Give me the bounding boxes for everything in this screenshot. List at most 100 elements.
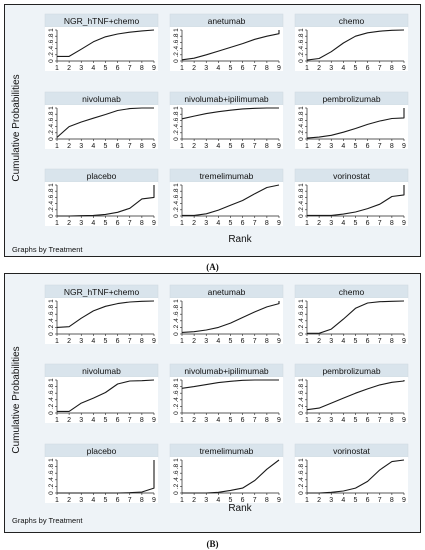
x-tick-label: 4 [216,143,220,150]
facet-plot-area [45,27,158,71]
x-tick-label: 1 [55,220,59,227]
y-tick-label: 0 [48,491,55,495]
x-tick-label: 8 [140,417,144,424]
caption: Graphs by Treatment [12,245,83,254]
facet-plot-area [45,298,158,344]
x-tick-label: 6 [116,497,120,504]
x-tick-label: 8 [265,65,269,72]
y-tick-label: .8 [173,33,180,39]
x-tick-label: 8 [140,143,144,150]
y-tick-label: .4 [173,201,180,207]
x-tick-label: 3 [329,65,333,72]
x-tick-label: 8 [140,497,144,504]
x-tick-label: 9 [152,417,156,424]
x-tick-label: 7 [128,143,132,150]
facet-title: placebo [87,171,117,181]
x-tick-label: 1 [180,143,184,150]
x-tick-label: 2 [317,143,321,150]
facet-title: pembrolizumab [322,94,380,104]
y-tick-label: .4 [298,201,305,207]
x-tick-label: 4 [341,338,345,345]
y-tick-label: .4 [173,477,180,483]
x-tick-label: 6 [366,417,370,424]
y-tick-label: 1 [298,183,305,187]
x-tick-label: 7 [378,143,382,150]
y-tick-label: 1 [48,458,55,462]
facet-title: anetumab [208,16,246,26]
x-tick-label: 9 [402,143,406,150]
x-tick-label: 5 [354,497,358,504]
x-tick-label: 7 [378,338,382,345]
y-tick-label: 1 [173,458,180,462]
y-tick-label: .8 [173,305,180,311]
facet-plot-area [170,298,283,344]
y-tick-label: .2 [48,52,55,58]
x-tick-label: 9 [277,417,281,424]
x-tick-label: 7 [128,497,132,504]
y-tick-label: .2 [48,403,55,409]
x-tick-label: 6 [366,143,370,150]
facet-title: vorinostat [333,446,370,456]
y-tick-label: .2 [173,130,180,136]
facet-vorinostat: vorinostat 0 .2.4.6.8 1 1 2 3 4 5 6 7 8 9 [294,443,409,504]
x-tick-label: 1 [180,220,184,227]
y-tick-label: 0 [173,491,180,495]
y-tick-label: 1 [173,106,180,110]
x-tick-label: 6 [241,338,245,345]
x-tick-label: 7 [253,417,257,424]
x-tick-label: 2 [317,417,321,424]
x-tick-label: 5 [229,143,233,150]
x-tick-label: 9 [402,65,406,72]
x-tick-label: 5 [229,417,233,424]
y-tick-label: .6 [48,311,55,317]
facet-chemo: chemo 0 .2.4.6.8 1 1 2 3 4 5 6 7 8 9 [294,284,409,345]
y-tick-label: 1 [173,183,180,187]
y-tick-label: .4 [48,46,55,52]
y-tick-label: .4 [48,477,55,483]
y-tick-label: 1 [298,378,305,382]
y-tick-label: .6 [298,117,305,123]
y-tick-label: .6 [173,194,180,200]
x-tick-label: 1 [305,497,309,504]
y-tick-label: .8 [298,384,305,390]
x-tick-label: 3 [204,143,208,150]
x-tick-label: 2 [192,65,196,72]
x-tick-label: 6 [241,220,245,227]
x-tick-label: 3 [204,417,208,424]
x-tick-label: 4 [341,417,345,424]
x-tick-label: 8 [390,143,394,150]
y-tick-label: .4 [173,318,180,324]
x-tick-label: 9 [277,65,281,72]
series-line-vorinostat [307,185,405,216]
x-tick-label: 2 [192,417,196,424]
facet-title: NGR_hTNF+chemo [64,16,140,26]
y-tick-label: .2 [298,130,305,136]
x-tick-label: 7 [128,220,132,227]
y-tick-label: .2 [298,403,305,409]
y-tick-label: 1 [173,299,180,303]
x-tick-label: 2 [317,338,321,345]
y-tick-label: .8 [48,33,55,39]
x-tick-label: 5 [104,220,108,227]
y-tick-label: 0 [48,332,55,336]
x-tick-label: 5 [104,65,108,72]
y-tick-label: .8 [173,384,180,390]
y-tick-label: .6 [173,39,180,45]
y-tick-label: .8 [173,111,180,117]
series-line-nivolumab-ipilimumab [181,107,279,120]
y-tick-label: .2 [173,324,180,330]
x-tick-label: 4 [341,65,345,72]
y-tick-label: 1 [298,106,305,110]
y-tick-label: 1 [48,28,55,32]
facet-title: chemo [339,287,365,297]
x-tick-label: 5 [229,338,233,345]
facet-pembrolizumab: pembrolizumab 0 .2.4.6.8 1 1 2 3 4 5 6 7 8 9 [294,363,409,424]
x-tick-label: 9 [277,143,281,150]
x-tick-label: 3 [204,65,208,72]
